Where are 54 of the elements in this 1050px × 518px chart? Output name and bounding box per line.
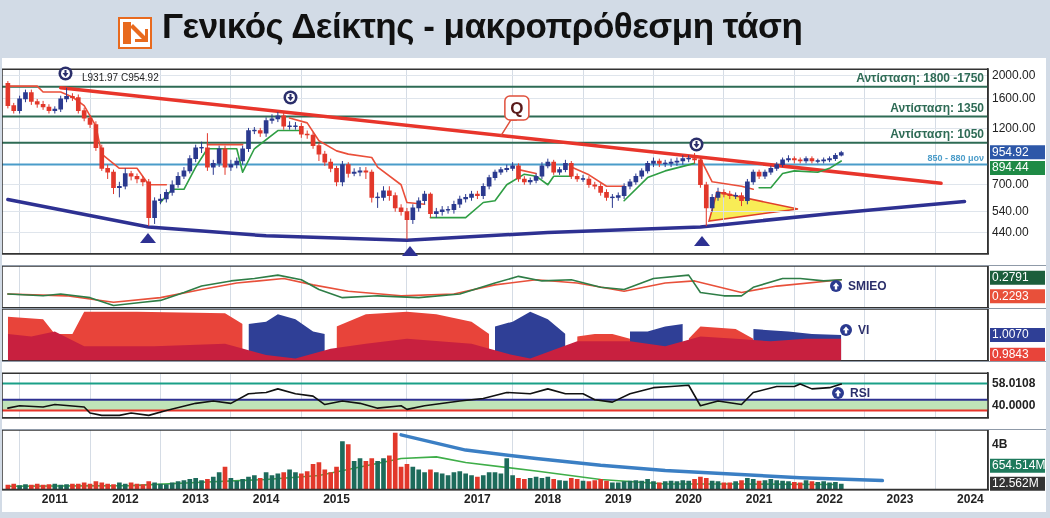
y-tick-label: 1600.00: [992, 91, 1036, 106]
y-tick-label: 2000.00: [992, 68, 1036, 83]
bar: [281, 472, 287, 490]
x-tick-label: 2020: [675, 492, 703, 507]
annotation: L931.97 C954.92: [82, 71, 160, 83]
x-tick-label: 2019: [604, 492, 632, 507]
text: RSI: [850, 386, 871, 400]
bar: [739, 480, 744, 490]
text: 0.9843: [992, 347, 1030, 362]
text: 4B: [992, 437, 1008, 452]
text: 12.562M: [992, 475, 1039, 490]
x-tick-label: 2024: [957, 492, 985, 507]
x-tick-label: 2017: [464, 492, 492, 507]
x-tick-label: 2022: [816, 492, 844, 507]
bar: [733, 481, 738, 490]
text: 894.44: [992, 160, 1030, 175]
y-tick-label: 40.0000: [992, 398, 1036, 413]
y-tick-label: 540.00: [992, 204, 1030, 219]
bar: [340, 441, 345, 490]
annotation: Q: [510, 98, 524, 118]
x-tick-label: 2015: [323, 492, 351, 507]
text: 654.514M: [992, 458, 1046, 473]
candlestick: [257, 127, 263, 138]
text: 1.0070: [992, 327, 1030, 342]
x-tick-label: 2018: [534, 492, 562, 507]
y-tick-label: 700.00: [992, 177, 1030, 192]
bar: [657, 482, 662, 490]
text: VI: [858, 323, 870, 337]
bar: [257, 477, 263, 490]
x-tick-label: 2011: [41, 492, 69, 507]
chart-title: SMIEO: [848, 279, 887, 293]
bar: [551, 479, 557, 490]
bar: [475, 476, 480, 490]
x-tick-label: 2023: [886, 492, 914, 507]
ref-line-label: 850 - 880 μον: [927, 152, 984, 163]
x-tick-label: 2021: [745, 492, 773, 507]
text: 0.2293: [992, 288, 1030, 303]
y-tick-label: 440.00: [992, 225, 1030, 240]
text: 0.2791: [992, 270, 1030, 285]
bar: [205, 479, 210, 490]
candlestick: [580, 174, 586, 183]
ref-line-label: Αντίσταση: 1050: [890, 126, 985, 141]
bar: [428, 469, 433, 490]
text: 954.92: [992, 144, 1030, 159]
y-tick-label: 1200.00: [992, 121, 1036, 136]
ref-line-label: Αντίσταση: 1350: [890, 100, 985, 115]
y-tick-label: 58.0108: [992, 376, 1036, 391]
x-tick-label: 2013: [182, 492, 210, 507]
x-tick-label: 2014: [252, 492, 280, 507]
bar: [345, 444, 351, 490]
candlestick: [281, 112, 287, 131]
x-tick-label: 2012: [111, 492, 139, 507]
chart-title: Γενικός Δείκτης - μακροπρόθεσμη τάση: [162, 6, 803, 46]
ref-line-label: Αντίσταση: 1800 -1750: [856, 70, 985, 85]
